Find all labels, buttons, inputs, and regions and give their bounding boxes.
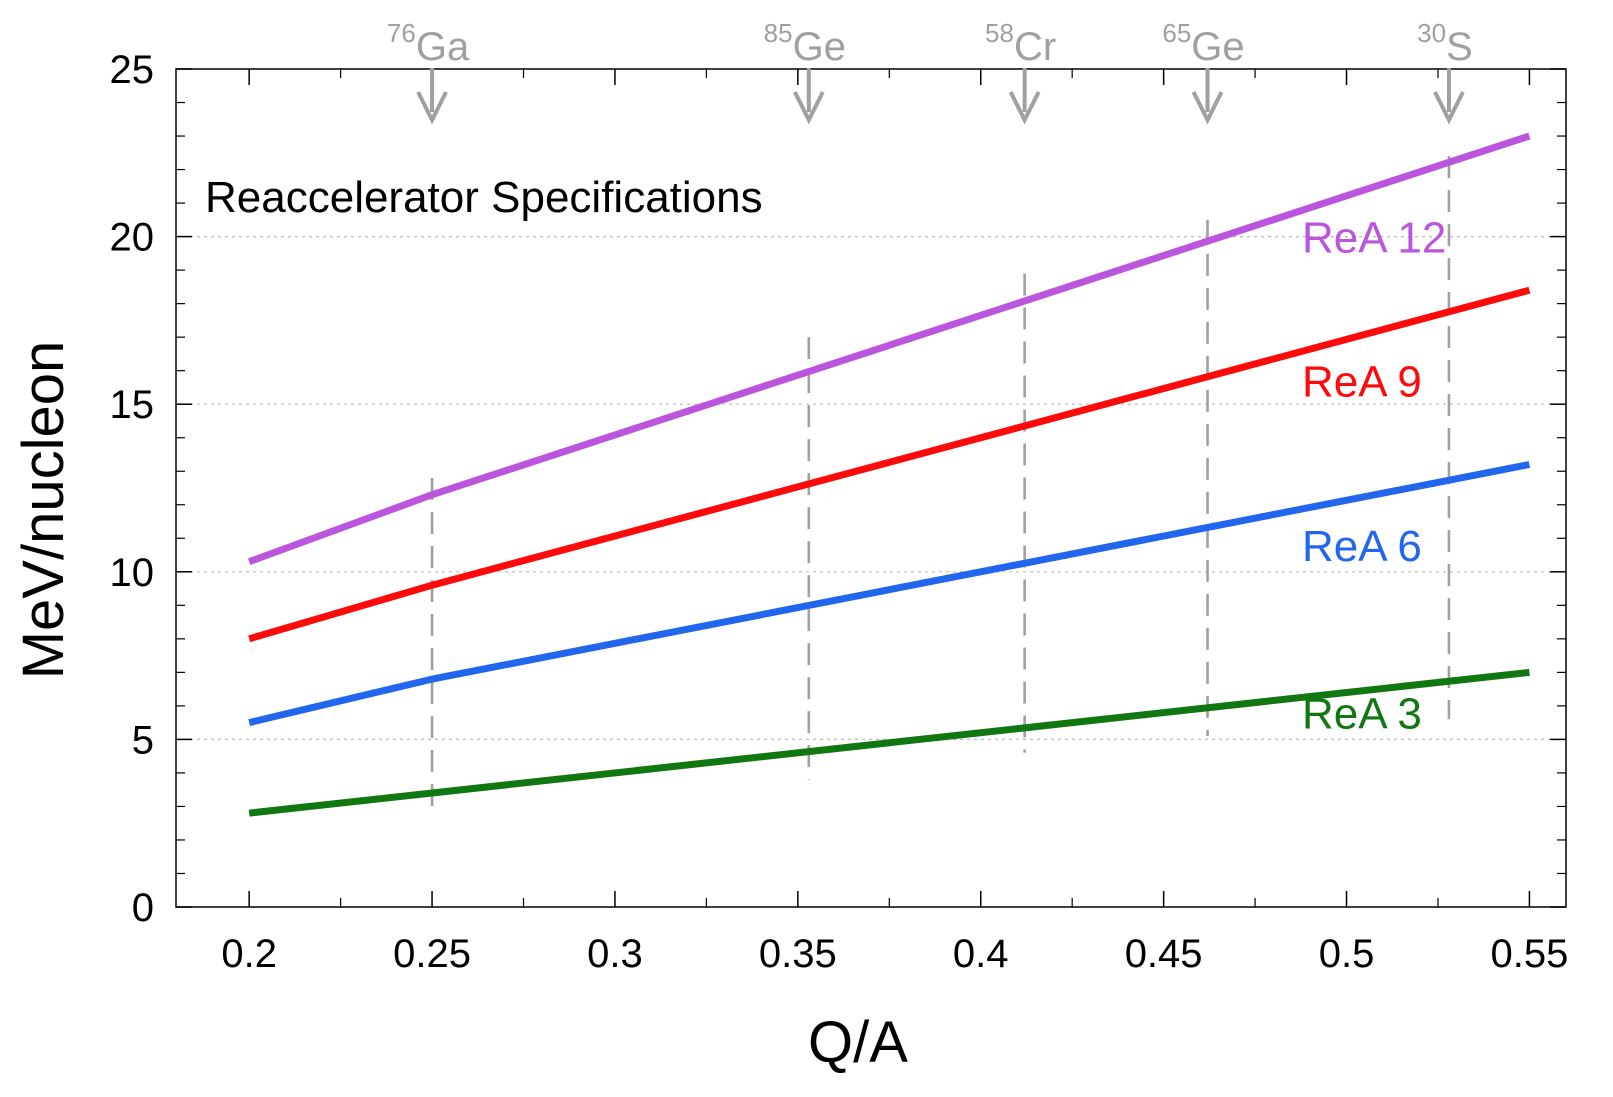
- x-tick-label: 0.35: [759, 932, 837, 976]
- series-line: [248, 668, 1530, 817]
- x-tick-label: 0.25: [393, 932, 471, 976]
- isotope-label: 58Cr: [985, 18, 1056, 69]
- y-tick-label: 25: [110, 48, 155, 92]
- y-tick-label: 20: [110, 216, 155, 260]
- isotope-label: 65Ge: [1162, 18, 1244, 69]
- y-tick-label: 10: [110, 551, 155, 595]
- isotope-symbol: Ga: [416, 25, 470, 69]
- y-tick-label: 15: [110, 383, 155, 427]
- series-label: ReA 12: [1302, 214, 1446, 263]
- isotope-mass-number: 58: [985, 18, 1014, 48]
- down-arrow-head-icon: [1008, 91, 1041, 125]
- x-tick-label: 0.45: [1125, 932, 1203, 976]
- down-arrow-head-icon: [1191, 91, 1224, 125]
- x-tick-label: 0.3: [587, 932, 643, 976]
- y-tick-label: 0: [132, 886, 154, 930]
- isotope-label: 85Ge: [764, 18, 846, 69]
- series-lines: [247, 132, 1531, 817]
- x-tick-label: 0.4: [953, 932, 1009, 976]
- isotope-symbol: Cr: [1014, 25, 1056, 69]
- x-tick-label: 0.55: [1490, 932, 1568, 976]
- gridlines: [176, 236, 1566, 741]
- down-arrow-head-icon: [793, 91, 825, 125]
- x-axis-title: Q/A: [808, 1010, 908, 1075]
- isotope-marker-labels: 76Ga 85Ge 58Cr 65Ge 30S: [387, 18, 1473, 125]
- y-axis-title: MeV/nucleon: [11, 341, 76, 680]
- isotope-mass-number: 65: [1162, 18, 1191, 48]
- series-line: [248, 461, 1531, 727]
- x-tick-label: 0.2: [221, 932, 277, 976]
- down-arrow-head-icon: [416, 91, 448, 125]
- y-tick-label: 5: [132, 718, 154, 762]
- isotope-symbol: Ge: [1191, 25, 1244, 69]
- tick-labels: 0.2 0.25 0.3 0.35 0.4 0.45 0.5 0.55 0 5 10 15 20 25: [110, 48, 1569, 976]
- isotope-mass-number: 85: [764, 18, 793, 48]
- down-arrow-head-icon: [1433, 91, 1465, 125]
- series-label: ReA 6: [1302, 522, 1422, 571]
- series-line: [247, 132, 1531, 565]
- isotope-mass-number: 76: [387, 18, 416, 48]
- plot-frame: [175, 68, 1567, 908]
- isotope-mass-number: 30: [1417, 18, 1446, 48]
- isotope-marker-lines: [430, 156, 1451, 814]
- isotope-label: 76Ga: [387, 18, 470, 69]
- axis-ticks: [176, 68, 1566, 908]
- series-label: ReA 3: [1302, 690, 1422, 739]
- series-labels: ReA 12 ReA 9 ReA 6 ReA 3: [1302, 214, 1446, 739]
- isotope-label: 30S: [1417, 18, 1473, 69]
- series-line: [248, 286, 1531, 643]
- series-label: ReA 9: [1302, 358, 1422, 407]
- isotope-symbol: Ge: [793, 25, 846, 69]
- isotope-symbol: S: [1446, 25, 1473, 69]
- x-tick-label: 0.5: [1319, 932, 1375, 976]
- chart-title: Reaccelerator Specifications: [205, 173, 763, 222]
